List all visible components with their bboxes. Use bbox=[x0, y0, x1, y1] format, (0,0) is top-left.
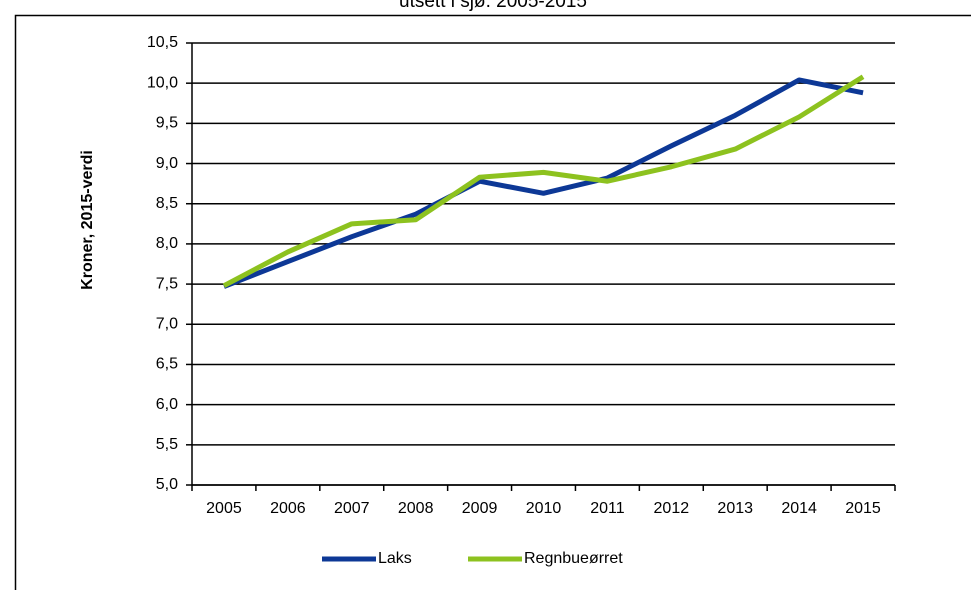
y-tick-label: 6,5 bbox=[156, 356, 178, 373]
y-tick-label: 9,0 bbox=[156, 155, 178, 172]
chart-title: utsett i sjø. 2005-2015 bbox=[399, 0, 587, 12]
y-tick-label: 7,5 bbox=[156, 275, 178, 292]
x-tick-label: 2011 bbox=[590, 500, 625, 517]
x-tick-label: 2010 bbox=[526, 500, 562, 517]
x-tick-label: 2009 bbox=[462, 500, 498, 517]
x-tick-label: 2007 bbox=[334, 500, 370, 517]
x-tick-label: 2008 bbox=[398, 500, 434, 517]
y-tick-label: 10,0 bbox=[147, 74, 178, 91]
x-tick-label: 2015 bbox=[845, 500, 881, 517]
y-tick-label: 10,5 bbox=[147, 34, 178, 51]
chart-border bbox=[14, 14, 971, 590]
legend-label: Laks bbox=[378, 550, 412, 567]
x-tick-label: 2014 bbox=[781, 500, 817, 517]
series-line bbox=[222, 74, 865, 288]
x-tick-label: 2005 bbox=[206, 500, 242, 517]
y-tick-label: 5,5 bbox=[156, 436, 178, 453]
x-tick-label: 2013 bbox=[717, 500, 753, 517]
y-tick-label: 5,0 bbox=[156, 476, 178, 493]
series-line bbox=[223, 77, 864, 289]
y-tick-label: 8,0 bbox=[156, 235, 178, 252]
y-tick-label: 8,5 bbox=[156, 195, 178, 212]
x-tick-label: 2012 bbox=[654, 500, 690, 517]
y-tick-label: 6,0 bbox=[156, 396, 178, 413]
y-tick-label: 7,0 bbox=[156, 315, 178, 332]
legend-label: Regnbueørret bbox=[524, 550, 623, 567]
y-tick-label: 9,5 bbox=[156, 115, 178, 132]
x-tick-label: 2006 bbox=[270, 500, 306, 517]
y-axis-label: Kroner, 2015-verdi bbox=[79, 150, 96, 290]
